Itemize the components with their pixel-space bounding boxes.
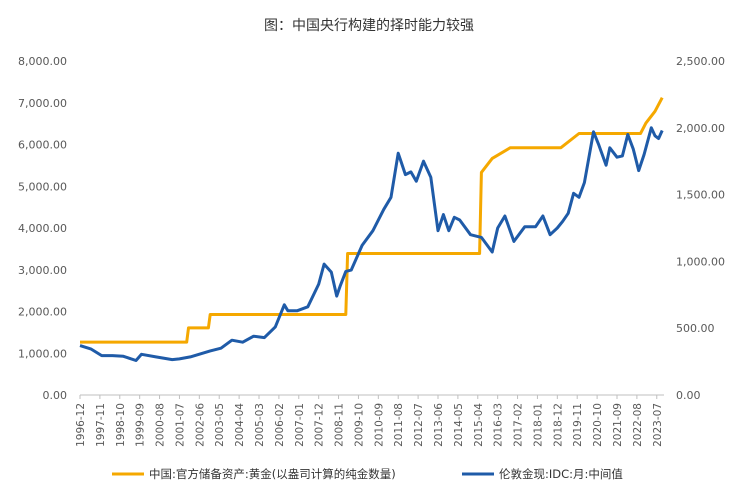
- left-tick-label: 2,000.00: [18, 306, 67, 319]
- chart-title: 图：中国央行构建的择时能力较强: [264, 18, 474, 34]
- x-tick-label: 2000-08: [155, 403, 167, 447]
- x-tick-label: 1998-10: [115, 403, 127, 447]
- left-tick-label: 1,000.00: [18, 347, 67, 360]
- right-tick-label: 2,000.00: [676, 122, 725, 135]
- right-tick-label: 2,500.00: [676, 55, 725, 68]
- series-gold-price-line: [79, 126, 664, 362]
- x-tick-label: 2007-01: [294, 403, 306, 447]
- legend: 中国:官方储备资产:黄金(以盎司计算的纯金数量) 伦敦金现:IDC:月:中间值: [112, 467, 623, 481]
- right-tick-label: 0.00: [676, 389, 701, 402]
- x-tick-label: 2021-09: [612, 403, 624, 447]
- x-tick-label: 2012-07: [413, 403, 425, 447]
- x-tick-label: 2011-08: [393, 403, 405, 447]
- x-tick-label: 2014-05: [453, 403, 465, 447]
- x-tick-label: 2007-12: [314, 403, 326, 447]
- x-tick-label: 2022-08: [632, 403, 644, 447]
- x-tick-label: 2023-07: [652, 403, 664, 447]
- legend-label: 伦敦金现:IDC:月:中间值: [499, 467, 623, 481]
- x-tick-label: 2018-12: [552, 403, 564, 447]
- x-tick-label: 2006-02: [274, 403, 286, 447]
- x-tick-label: 2008-11: [334, 403, 346, 447]
- left-tick-label: 5,000.00: [18, 180, 67, 193]
- legend-label: 中国:官方储备资产:黄金(以盎司计算的纯金数量): [149, 467, 396, 481]
- x-tick-label: 1999-09: [135, 403, 147, 447]
- x-tick-label: 2002-06: [194, 403, 206, 447]
- x-tick-label: 2003-05: [214, 403, 226, 447]
- x-tick-label: 2010-09: [373, 403, 385, 447]
- x-tick-label: 2009-10: [353, 403, 365, 447]
- left-tick-label: 8,000.00: [18, 55, 67, 68]
- x-tick-label: 2017-02: [513, 403, 525, 447]
- right-axis-ticks: 0.00 500.00 1,000.00 1,500.00 2,000.00 2,500.…: [676, 55, 725, 402]
- x-tick-label: 2013-06: [433, 403, 445, 447]
- series-layer: [79, 96, 664, 362]
- x-tick-label: 2004-04: [234, 403, 246, 447]
- left-tick-label: 0.00: [43, 389, 68, 402]
- x-tick-label: 1997-11: [95, 403, 107, 447]
- x-tick-label: 1996-12: [75, 403, 87, 447]
- left-axis-ticks: 0.00 1,000.00 2,000.00 3,000.00 4,000.00 5,00…: [18, 55, 67, 402]
- x-tick-label: 2015-04: [473, 403, 485, 447]
- x-tick-label: 2019-11: [572, 403, 584, 447]
- series-gold-reserves-line: [80, 96, 664, 344]
- left-tick-label: 7,000.00: [18, 97, 67, 110]
- x-tick-label: 2005-03: [254, 403, 266, 447]
- right-tick-label: 1,500.00: [676, 189, 725, 202]
- x-tick-label: 2016-03: [493, 403, 505, 447]
- x-axis-ticks: 1996-12 1997-11 1998-10 1999-09 2000-08 2001-…: [75, 395, 664, 447]
- left-tick-label: 3,000.00: [18, 264, 67, 277]
- right-tick-label: 500.00: [676, 322, 715, 335]
- x-tick-label: 2018-01: [532, 403, 544, 447]
- right-tick-label: 1,000.00: [676, 255, 725, 268]
- x-tick-label: 2001-07: [174, 403, 186, 447]
- x-tick-label: 2020-10: [592, 403, 604, 447]
- left-tick-label: 6,000.00: [18, 139, 67, 152]
- left-tick-label: 4,000.00: [18, 222, 67, 235]
